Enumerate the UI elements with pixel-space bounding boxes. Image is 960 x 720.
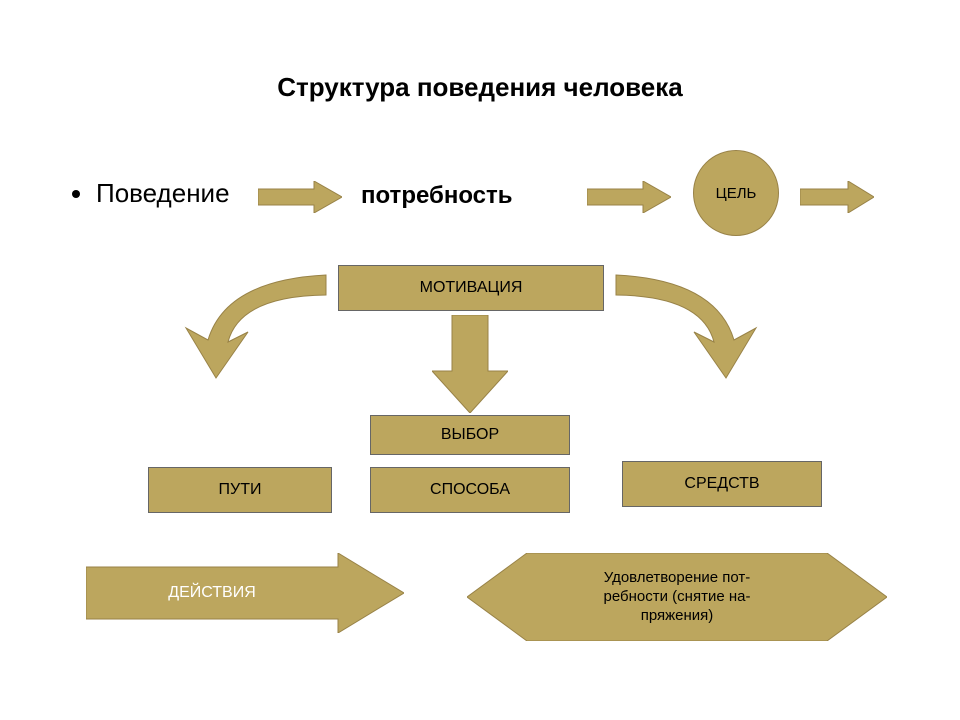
choice-text: ВЫБОР [441, 426, 499, 444]
curved-arrow-left [176, 270, 336, 380]
means-text: СРЕДСТВ [684, 475, 759, 493]
need-label: потребность [361, 182, 513, 210]
motivation-box: МОТИВАЦИЯ [338, 265, 604, 311]
paths-box: ПУТИ [148, 467, 332, 513]
bullet-dot [72, 190, 80, 198]
goal-text: ЦЕЛЬ [716, 185, 757, 202]
arrow-behavior-to-need [258, 181, 342, 213]
arrow-goal-out [800, 181, 874, 213]
goal-circle: ЦЕЛЬ [693, 150, 779, 236]
method-box: СПОСОБА [370, 467, 570, 513]
choice-box: ВЫБОР [370, 415, 570, 455]
result-hexagon: Удовлетворение пот-ребности (снятие на-п… [467, 553, 887, 641]
curved-arrow-right [606, 270, 766, 380]
arrow-motivation-down [432, 315, 508, 413]
bullet-row: Поведение [72, 178, 230, 209]
page-title: Структура поведения человека [0, 72, 960, 103]
actions-arrow: ДЕЙСТВИЯ [86, 553, 404, 633]
arrow-need-to-goal [587, 181, 671, 213]
means-box: СРЕДСТВ [622, 461, 822, 507]
paths-text: ПУТИ [219, 481, 262, 499]
method-text: СПОСОБА [430, 481, 510, 499]
behavior-label: Поведение [96, 178, 230, 209]
motivation-text: МОТИВАЦИЯ [420, 279, 523, 297]
